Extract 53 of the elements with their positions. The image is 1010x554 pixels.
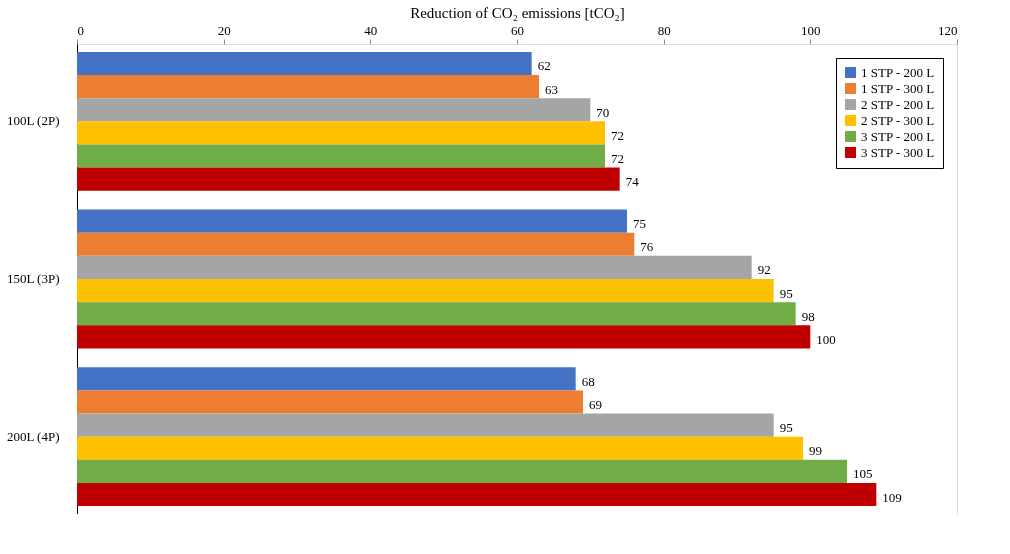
bar (77, 302, 796, 326)
data-label: 75 (633, 216, 646, 232)
bar (77, 255, 752, 279)
bar (77, 75, 539, 99)
x-tick-label: 0 (77, 22, 84, 38)
bar (77, 209, 627, 233)
legend-label: 3 STP - 300 L (861, 144, 935, 160)
data-label: 63 (545, 81, 558, 97)
data-label: 99 (809, 443, 822, 459)
x-axis-title: Reduction of CO₂ emissions [tCO₂] (410, 4, 625, 21)
legend-label: 3 STP - 200 L (861, 128, 935, 144)
bar (77, 390, 583, 414)
data-label: 76 (640, 239, 654, 255)
bar (77, 167, 620, 191)
legend-label: 1 STP - 200 L (861, 64, 935, 80)
x-tick-label: 100 (801, 22, 821, 38)
x-tick-label: 80 (657, 22, 671, 38)
bar (77, 279, 774, 303)
bar (77, 98, 591, 122)
data-label: 98 (801, 308, 815, 324)
bar (77, 325, 811, 349)
bar (77, 232, 635, 256)
data-label: 95 (779, 285, 793, 301)
y-tick-label: 150L (3P) (6, 271, 60, 286)
x-tick-label: 120 (938, 22, 958, 38)
bar (77, 367, 576, 391)
y-tick-label: 200L (4P) (6, 428, 60, 444)
x-tick-label: 40 (364, 22, 378, 38)
data-label: 74 (625, 174, 640, 190)
y-tick-label: 100L (2P) (6, 113, 60, 129)
bar (77, 413, 774, 437)
data-label: 62 (537, 58, 551, 74)
bar (77, 482, 877, 507)
bar (77, 51, 532, 76)
bar (77, 436, 803, 460)
data-label: 70 (596, 104, 610, 120)
data-label: 69 (589, 397, 602, 413)
data-label: 105 (853, 466, 873, 482)
bar (77, 459, 847, 483)
data-label: 92 (757, 262, 771, 278)
x-tick-label: 60 (511, 22, 524, 38)
data-label: 68 (581, 373, 595, 389)
bar (77, 144, 605, 168)
data-label: 95 (779, 420, 793, 436)
data-label: 72 (611, 127, 624, 143)
data-label: 109 (882, 489, 902, 505)
data-label: 72 (611, 150, 624, 166)
data-label: 100 (816, 331, 836, 347)
x-tick-label: 20 (217, 22, 231, 38)
legend-label: 1 STP - 300 L (861, 80, 935, 96)
legend-label: 2 STP - 200 L (861, 96, 935, 112)
legend-label: 2 STP - 300 L (861, 112, 935, 128)
bar (77, 121, 605, 145)
